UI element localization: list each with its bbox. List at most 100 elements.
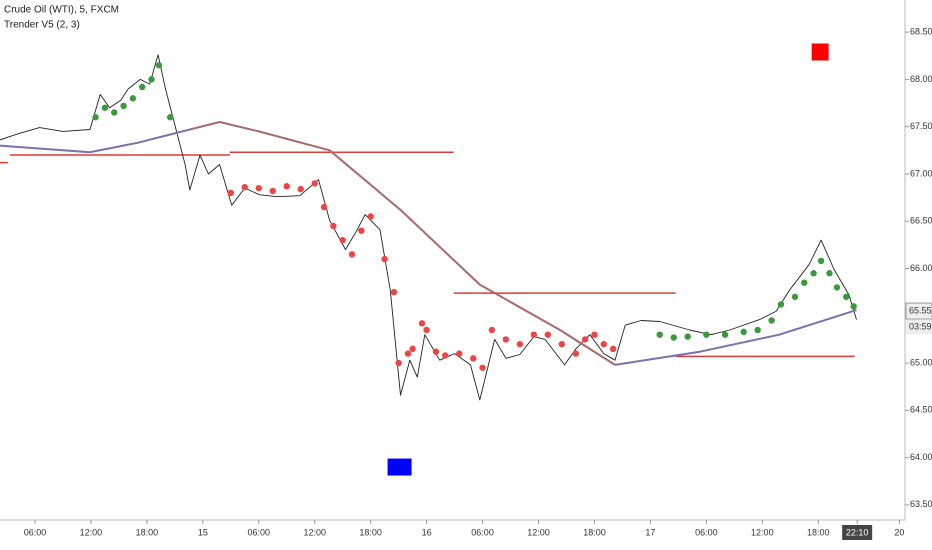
- trend-dot: [502, 336, 510, 343]
- trend-dot: [516, 340, 524, 348]
- series-line: [0, 128, 191, 154]
- trend-dot: [791, 293, 799, 301]
- trend-dot: [311, 180, 318, 187]
- trend-dot: [283, 183, 290, 190]
- trend-dot: [255, 184, 262, 192]
- last-price-box: [905, 302, 932, 320]
- signal-marker: [387, 458, 412, 476]
- trend-dot: [817, 257, 825, 265]
- y-tick-label: 63.50: [910, 499, 932, 509]
- trend-dot: [92, 114, 99, 121]
- x-tick-label: 18:00: [359, 527, 382, 537]
- trend-dot: [826, 270, 833, 277]
- trend-dot: [684, 333, 691, 340]
- countdown-box: [906, 320, 932, 335]
- x-tick-label: 06:00: [248, 527, 271, 537]
- x-tick-label: 20: [894, 527, 904, 537]
- x-tick-label: 12:00: [527, 527, 550, 537]
- trend-dot: [139, 83, 146, 91]
- y-tick-label: 64.00: [910, 452, 932, 462]
- trend-dot: [111, 109, 118, 116]
- x-tick-label: 06:00: [471, 527, 494, 537]
- x-tick-label: 18:00: [807, 527, 830, 537]
- trend-dot: [330, 222, 337, 230]
- x-tick-label: 17: [645, 527, 655, 537]
- trend-dot: [442, 352, 449, 359]
- trend-dot: [591, 331, 598, 338]
- trend-dot: [833, 284, 841, 291]
- plot-area: [0, 43, 857, 476]
- x-tick-label: 15: [198, 527, 208, 537]
- time-highlight: [842, 525, 873, 540]
- x-tick-label: 18:00: [583, 527, 606, 537]
- trend-dot: [320, 203, 328, 211]
- signal-marker: [811, 43, 829, 61]
- trend-dot: [101, 104, 109, 111]
- y-tick-label: 67.50: [910, 121, 932, 131]
- x-tick-label: 12:00: [303, 527, 326, 537]
- trend-dot: [703, 331, 710, 338]
- trend-dot: [721, 331, 729, 338]
- trend-dot: [432, 348, 440, 355]
- y-tick-label: 67.00: [910, 168, 932, 178]
- trend-dot: [381, 255, 388, 263]
- trend-dot: [850, 303, 857, 310]
- countdown-label: 03:59: [909, 321, 932, 331]
- trend-dot: [656, 331, 663, 338]
- trend-dot: [479, 364, 486, 371]
- y-tick-label: 65.00: [910, 357, 932, 367]
- trend-dot: [241, 184, 248, 191]
- trend-dot: [740, 328, 747, 336]
- trend-dot: [530, 331, 538, 338]
- chart-title: Crude Oil (WTI), 5, FXCM: [4, 5, 119, 16]
- trend-dot: [148, 76, 155, 83]
- trend-dot: [227, 189, 234, 197]
- trend-dot: [600, 340, 607, 348]
- trend-dot: [297, 185, 304, 193]
- last-price-label: 65.55: [909, 305, 932, 315]
- x-tick-label: 12:00: [80, 527, 103, 537]
- trend-dot: [339, 236, 346, 244]
- trend-dot: [777, 301, 785, 308]
- trend-dot: [367, 213, 374, 220]
- trend-dot: [581, 336, 589, 343]
- trend-dot: [488, 326, 496, 334]
- y-tick-label: 68.00: [910, 74, 932, 84]
- trend-dot: [456, 350, 463, 357]
- trend-dot: [348, 251, 356, 258]
- trend-dot: [129, 95, 137, 102]
- x-tick-label: 06:00: [695, 527, 718, 537]
- series-line: [0, 54, 857, 401]
- x-tick-label: 12:00: [751, 527, 774, 537]
- trend-dot: [843, 293, 850, 301]
- series-line: [189, 121, 616, 366]
- indicator-title: Trender V5 (2, 3): [4, 20, 80, 31]
- y-tick-label: 66.00: [910, 263, 932, 273]
- trend-dot: [754, 326, 761, 334]
- trend-dot: [409, 345, 416, 353]
- y-tick-label: 68.50: [910, 27, 932, 37]
- trend-dot: [609, 345, 617, 353]
- trend-dot: [544, 331, 552, 338]
- x-tick-label: 18:00: [136, 527, 159, 537]
- x-tick-label: 22:10: [846, 527, 869, 537]
- y-tick-label: 64.50: [910, 405, 932, 415]
- trend-dot: [166, 114, 174, 121]
- x-tick-label: 06:00: [24, 527, 47, 537]
- y-tick-label: 66.50: [910, 216, 932, 226]
- trend-dot: [768, 317, 775, 324]
- trend-dot: [423, 326, 430, 334]
- trend-dot: [120, 102, 127, 110]
- trend-dot: [470, 355, 477, 362]
- trend-dot: [395, 359, 402, 367]
- x-tick-label: 16: [422, 527, 432, 537]
- series-line: [614, 309, 857, 366]
- trend-dot: [572, 350, 580, 357]
- trend-dot: [404, 350, 412, 357]
- trend-dot: [558, 340, 566, 348]
- trend-dot: [155, 62, 163, 69]
- trend-dot: [418, 320, 426, 327]
